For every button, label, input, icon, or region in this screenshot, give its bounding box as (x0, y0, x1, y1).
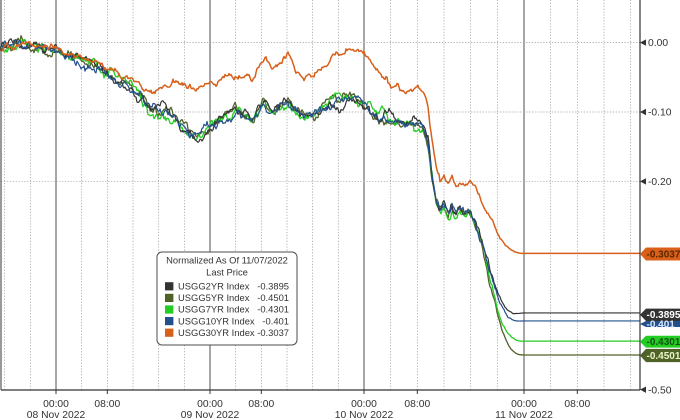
svg-text:0.00: 0.00 (648, 38, 668, 49)
svg-text:-0.4301: -0.4301 (647, 337, 680, 348)
svg-text:-0.3895: -0.3895 (257, 281, 289, 292)
svg-text:-0.4301: -0.4301 (257, 304, 289, 315)
svg-text:08:00: 08:00 (248, 399, 274, 410)
svg-text:-0.3037: -0.3037 (647, 249, 680, 260)
svg-text:00:00: 00:00 (43, 399, 69, 410)
svg-text:USGG30YR Index: USGG30YR Index (178, 327, 255, 338)
svg-text:10 Nov 2022: 10 Nov 2022 (335, 410, 394, 420)
svg-text:USGG7YR Index: USGG7YR Index (178, 304, 250, 315)
svg-text:00:00: 00:00 (511, 399, 537, 410)
svg-text:-0.3037: -0.3037 (257, 327, 289, 338)
svg-text:-0.401: -0.401 (262, 315, 289, 326)
svg-text:-0.50: -0.50 (648, 385, 672, 396)
svg-text:11 Nov 2022: 11 Nov 2022 (495, 410, 553, 420)
svg-text:-0.20: -0.20 (648, 177, 672, 188)
svg-text:Normalized As Of 11/07/2022: Normalized As Of 11/07/2022 (166, 255, 288, 266)
svg-text:00:00: 00:00 (351, 399, 377, 410)
svg-text:-0.10: -0.10 (648, 108, 672, 119)
svg-text:00:00: 00:00 (197, 399, 223, 410)
svg-text:08:00: 08:00 (94, 399, 120, 410)
svg-text:-0.401: -0.401 (647, 319, 676, 330)
svg-text:-0.4501: -0.4501 (257, 292, 289, 303)
svg-text:-0.4501: -0.4501 (647, 351, 680, 362)
svg-text:USGG10YR Index: USGG10YR Index (178, 315, 255, 326)
svg-text:09 Nov 2022: 09 Nov 2022 (181, 410, 240, 420)
svg-text:USGG5YR Index: USGG5YR Index (178, 292, 250, 303)
svg-text:08:00: 08:00 (404, 399, 430, 410)
svg-text:USGG2YR Index: USGG2YR Index (178, 281, 250, 292)
svg-text:Last Price: Last Price (206, 267, 248, 278)
svg-text:08 Nov 2022: 08 Nov 2022 (27, 410, 86, 420)
svg-text:08:00: 08:00 (564, 399, 590, 410)
